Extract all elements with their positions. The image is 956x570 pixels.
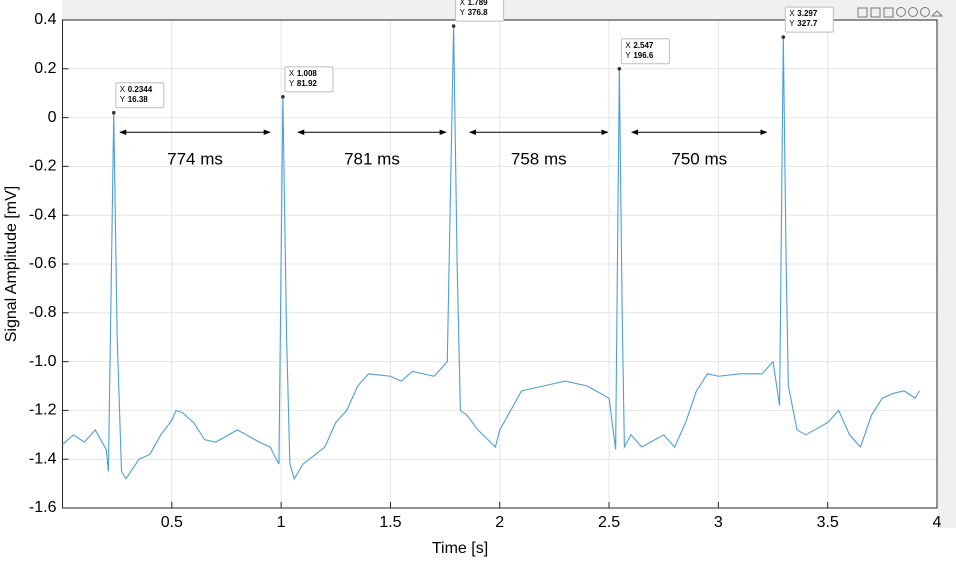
tool-icon[interactable] <box>870 7 881 18</box>
datatip-key: Y <box>120 95 126 104</box>
datatip-value: 1.008 <box>297 69 318 78</box>
y-tick-label: 0 <box>48 109 57 126</box>
x-tick-label: 3.5 <box>817 514 839 531</box>
datatip-key: X <box>460 0 466 7</box>
interval-label: 758 ms <box>511 150 567 169</box>
y-tick-label: -1.0 <box>29 353 57 370</box>
datatip-box <box>784 6 834 33</box>
y-tick-label: -0.8 <box>29 304 57 321</box>
x-tick-label: 1 <box>277 514 286 531</box>
datatip-value: 16.38 <box>128 95 149 104</box>
datatip-point <box>617 67 622 71</box>
datatip-value: 327.7 <box>797 19 818 28</box>
interval-label: 781 ms <box>344 150 400 169</box>
x-tick-label: 2.5 <box>598 514 620 531</box>
datatip-value: 81.92 <box>297 79 318 88</box>
y-tick-label: -0.4 <box>29 206 57 223</box>
x-tick-label: 4 <box>933 514 942 531</box>
tool-icon[interactable] <box>920 7 930 17</box>
datatip-key: X <box>789 9 795 18</box>
datatip-value: 1.789 <box>468 0 489 7</box>
x-tick-label: 3 <box>714 514 723 531</box>
datatip-point <box>451 24 456 28</box>
datatip-value: 0.2344 <box>128 85 153 94</box>
datatip-point <box>781 35 786 39</box>
tool-icon[interactable] <box>896 7 906 17</box>
datatip-key: Y <box>460 8 466 17</box>
datatip-value: 376.8 <box>468 8 489 17</box>
datatip-key: X <box>289 69 295 78</box>
y-tick-label: -1.4 <box>29 450 57 467</box>
y-tick-label: -1.6 <box>29 499 57 516</box>
datatip-key: Y <box>789 19 795 28</box>
datatip-key: Y <box>289 79 295 88</box>
datatip-key: X <box>120 85 126 94</box>
datatip-value: 3.297 <box>797 9 818 18</box>
x-tick-label: 0.5 <box>161 514 183 531</box>
x-axis-label: Time [s] <box>432 540 488 557</box>
y-axis-label: Signal Amplitude [mV] <box>3 186 20 343</box>
tool-icon[interactable] <box>930 10 944 17</box>
interval-label: 774 ms <box>167 150 223 169</box>
y-tick-label: -0.6 <box>29 255 57 272</box>
datatip-value: 2.547 <box>633 41 654 50</box>
figure-strip <box>938 0 956 528</box>
datatip-key: Y <box>625 51 631 60</box>
interval-label: 750 ms <box>671 150 727 169</box>
y-tick-label: -1.2 <box>29 402 57 419</box>
datatip-key: X <box>625 41 631 50</box>
y-tick-label: 0.2 <box>34 60 56 77</box>
datatip-box <box>620 38 670 65</box>
datatip-value: 196.6 <box>633 51 654 60</box>
toolbar[interactable] <box>857 7 944 18</box>
datatip-box <box>284 66 334 93</box>
tool-icon[interactable] <box>883 7 894 18</box>
y-tick-label: 0.4 <box>34 11 56 28</box>
signal-line <box>62 26 920 481</box>
y-tick-label: -0.2 <box>29 158 57 175</box>
x-tick-label: 1.5 <box>379 514 401 531</box>
x-tick-label: 2 <box>495 514 504 531</box>
datatip-point <box>281 95 285 99</box>
datatip-box <box>115 82 165 109</box>
datatip-box <box>455 0 505 22</box>
tool-icon[interactable] <box>908 7 918 17</box>
tool-icon[interactable] <box>857 7 868 18</box>
datatip-point <box>111 110 116 115</box>
